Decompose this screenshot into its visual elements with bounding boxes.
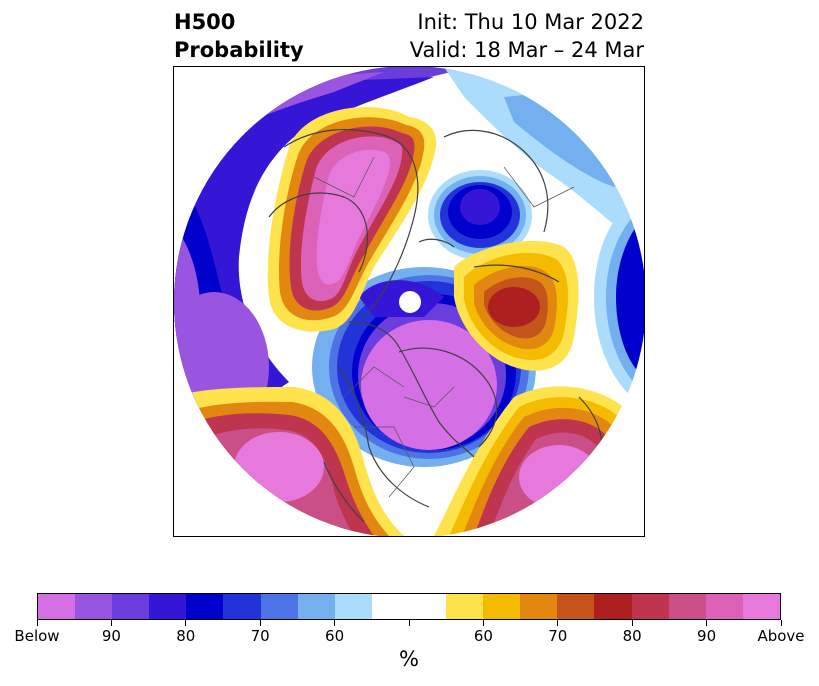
colorbar-tick-label: 60 bbox=[325, 627, 345, 645]
colorbar-tick-label: 80 bbox=[622, 627, 642, 645]
colorbar-swatch bbox=[186, 594, 224, 619]
coastlines bbox=[268, 129, 603, 523]
colorbar-tick bbox=[334, 620, 336, 626]
colorbar-swatch bbox=[520, 594, 558, 619]
colorbar-swatch bbox=[112, 594, 150, 619]
colorbar-swatch bbox=[371, 594, 409, 619]
colorbar-swatch bbox=[705, 594, 743, 619]
colorbar-tick-label: Below bbox=[14, 627, 60, 645]
colorbar-tick bbox=[408, 620, 410, 626]
title-variable: H500 bbox=[174, 10, 236, 34]
colorbar-swatch bbox=[668, 594, 706, 619]
probability-map bbox=[173, 66, 645, 537]
colorbar-swatch bbox=[334, 594, 372, 619]
colorbar-tick bbox=[780, 620, 782, 626]
map-title-left: H500 Probability bbox=[174, 8, 304, 64]
colorbar-swatch bbox=[446, 594, 484, 619]
colorbar-tick-label: 70 bbox=[548, 627, 568, 645]
title-valid-range: Valid: 18 Mar – 24 Mar bbox=[409, 38, 644, 62]
colorbar-swatch bbox=[38, 594, 76, 619]
colorbar-tick-label: 70 bbox=[250, 627, 270, 645]
colorbar-swatch bbox=[408, 594, 447, 619]
pole-marker bbox=[399, 291, 421, 313]
colorbar-swatch bbox=[297, 594, 335, 619]
colorbar-swatch bbox=[557, 594, 595, 619]
colorbar-tick bbox=[259, 620, 261, 626]
colorbar-tick-label: 80 bbox=[176, 627, 196, 645]
polar-map-svg bbox=[174, 67, 644, 536]
above-normal-east-asia bbox=[267, 107, 437, 332]
colorbar-swatch bbox=[483, 594, 521, 619]
colorbar-swatch bbox=[742, 594, 780, 619]
map-title-right: Init: Thu 10 Mar 2022 Valid: 18 Mar – 24… bbox=[410, 8, 644, 64]
colorbar-tick-label: 90 bbox=[697, 627, 717, 645]
colorbar-swatch bbox=[149, 594, 187, 619]
above-normal-scandinavia bbox=[454, 240, 579, 371]
colorbar-tick-label: 90 bbox=[101, 627, 121, 645]
colorbar-tick bbox=[482, 620, 484, 626]
colorbar-tick bbox=[36, 620, 38, 626]
colorbar bbox=[37, 593, 781, 620]
colorbar-swatch bbox=[631, 594, 669, 619]
colorbar-tick-label: Above bbox=[757, 627, 805, 645]
colorbar-swatch bbox=[75, 594, 113, 619]
colorbar-tick bbox=[185, 620, 187, 626]
colorbar-tick bbox=[557, 620, 559, 626]
title-quantity: Probability bbox=[174, 38, 304, 62]
below-normal-europe bbox=[594, 197, 644, 407]
colorbar-unit-label: % bbox=[399, 647, 419, 671]
title-init-date: Init: Thu 10 Mar 2022 bbox=[417, 10, 644, 34]
colorbar-tick bbox=[631, 620, 633, 626]
colorbar-swatch bbox=[594, 594, 632, 619]
colorbar-tick bbox=[706, 620, 708, 626]
colorbar-tick-label: 60 bbox=[473, 627, 493, 645]
colorbar-tick bbox=[110, 620, 112, 626]
colorbar-swatch bbox=[223, 594, 261, 619]
colorbar-swatch bbox=[260, 594, 298, 619]
